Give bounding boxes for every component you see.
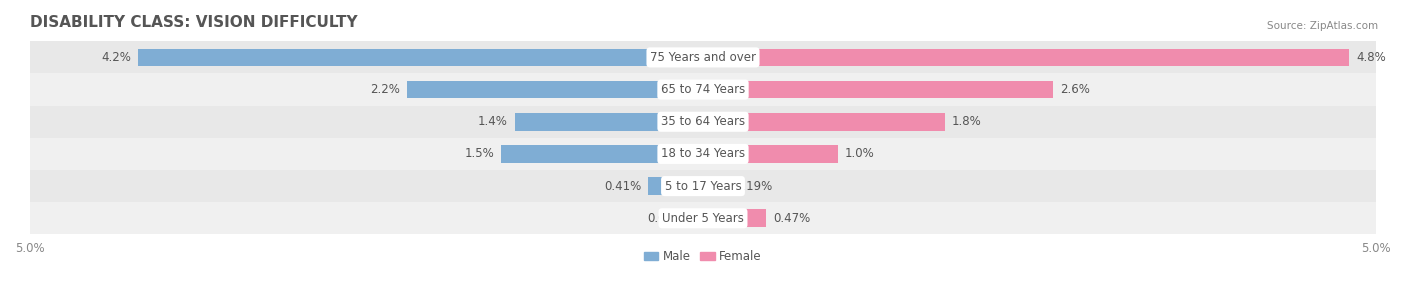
Text: 35 to 64 Years: 35 to 64 Years <box>661 115 745 128</box>
Text: Source: ZipAtlas.com: Source: ZipAtlas.com <box>1267 21 1378 31</box>
Bar <box>30 74 1376 106</box>
Text: 65 to 74 Years: 65 to 74 Years <box>661 83 745 96</box>
Text: DISABILITY CLASS: VISION DIFFICULTY: DISABILITY CLASS: VISION DIFFICULTY <box>30 15 357 30</box>
Bar <box>501 145 703 163</box>
Text: 2.6%: 2.6% <box>1060 83 1090 96</box>
Bar <box>30 202 1376 234</box>
Text: 5 to 17 Years: 5 to 17 Years <box>665 180 741 193</box>
Bar <box>703 177 728 195</box>
Bar <box>515 113 703 131</box>
Bar <box>138 49 703 66</box>
Bar <box>648 177 703 195</box>
Text: 4.2%: 4.2% <box>101 51 131 64</box>
Text: 0.47%: 0.47% <box>773 212 810 225</box>
Text: 0.09%: 0.09% <box>647 212 685 225</box>
Bar <box>703 113 945 131</box>
Text: 18 to 34 Years: 18 to 34 Years <box>661 147 745 161</box>
Bar <box>30 41 1376 74</box>
Text: 2.2%: 2.2% <box>370 83 401 96</box>
Bar <box>30 106 1376 138</box>
Text: 0.19%: 0.19% <box>735 180 772 193</box>
Bar <box>30 170 1376 202</box>
Bar <box>703 49 1350 66</box>
Bar <box>703 81 1053 98</box>
Text: 1.8%: 1.8% <box>952 115 981 128</box>
Text: 1.4%: 1.4% <box>478 115 508 128</box>
Bar <box>703 209 766 227</box>
Bar <box>406 81 703 98</box>
Bar <box>703 145 838 163</box>
Text: 1.0%: 1.0% <box>845 147 875 161</box>
Text: 0.41%: 0.41% <box>603 180 641 193</box>
Text: Under 5 Years: Under 5 Years <box>662 212 744 225</box>
Bar <box>30 138 1376 170</box>
Text: 4.8%: 4.8% <box>1355 51 1386 64</box>
Bar <box>690 209 703 227</box>
Text: 1.5%: 1.5% <box>464 147 495 161</box>
Legend: Male, Female: Male, Female <box>640 245 766 268</box>
Text: 75 Years and over: 75 Years and over <box>650 51 756 64</box>
